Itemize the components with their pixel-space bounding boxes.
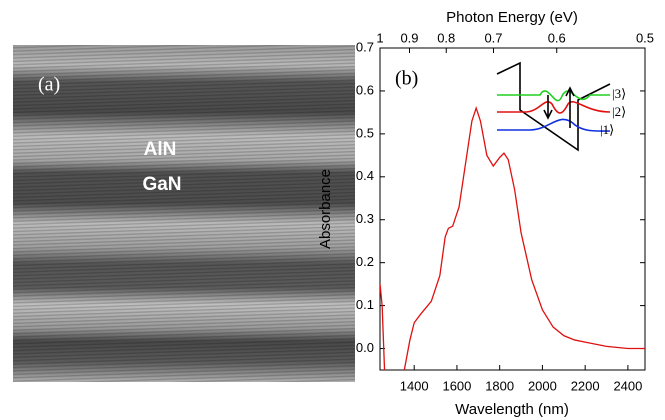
tem-image bbox=[13, 45, 355, 382]
panel-label: (b) bbox=[395, 68, 418, 90]
x-tick-label: 1400 bbox=[400, 378, 429, 393]
x-tick-label: 1600 bbox=[442, 378, 471, 393]
plot-frame bbox=[379, 47, 646, 371]
x2-tick-label: 0.5 bbox=[636, 30, 654, 45]
x2-tick-label: 0.6 bbox=[548, 30, 566, 45]
y-tick-label: 0.6 bbox=[356, 82, 374, 97]
x2-tick-label: 0.7 bbox=[484, 30, 502, 45]
x-tick-label: 2000 bbox=[528, 378, 557, 393]
y-tick-label: 0.0 bbox=[356, 340, 374, 355]
data-line bbox=[380, 106, 645, 370]
y-tick-label: 0.2 bbox=[356, 254, 374, 269]
y-tick-label: 0.7 bbox=[356, 39, 374, 54]
y-tick-label: 0.4 bbox=[356, 168, 374, 183]
state-label: |2⟩ bbox=[612, 104, 626, 119]
x-axis-label: Wavelength (nm) bbox=[455, 401, 569, 418]
y-tick-label: 0.5 bbox=[356, 125, 374, 140]
x2-tick-label: 0.9 bbox=[400, 30, 418, 45]
layer-label: AlN bbox=[144, 139, 177, 160]
state-label: |3⟩ bbox=[612, 86, 626, 101]
panel-label: (a) bbox=[38, 74, 60, 96]
x2-tick-label: 0.8 bbox=[437, 30, 455, 45]
y-tick-label: 0.3 bbox=[356, 211, 374, 226]
x-tick-label: 2200 bbox=[571, 378, 600, 393]
x2-axis-label: Photon Energy (eV) bbox=[446, 9, 578, 26]
state-label: |1⟩ bbox=[600, 122, 614, 137]
x-tick-label: 2400 bbox=[613, 378, 642, 393]
band-diagram bbox=[496, 61, 611, 152]
layer-label: GaN bbox=[142, 174, 181, 195]
x-tick-label: 1800 bbox=[485, 378, 514, 393]
y-tick-label: 0.1 bbox=[356, 297, 374, 312]
x2-tick-label: 1 bbox=[376, 30, 383, 45]
y-axis-label: Absorbance bbox=[317, 169, 334, 249]
